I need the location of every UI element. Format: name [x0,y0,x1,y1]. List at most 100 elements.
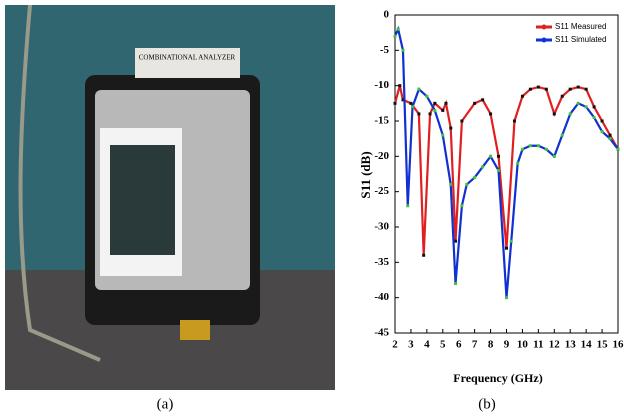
data-point [608,133,612,137]
y-tick-label: -10 [374,79,389,91]
x-tick-label: 3 [408,339,414,351]
data-point [616,147,620,151]
data-point [600,119,604,123]
data-point [433,101,437,105]
data-point [516,161,520,165]
data-point [520,94,524,98]
data-point [411,105,415,109]
y-tick-label: -25 [374,185,389,197]
data-point [505,296,508,300]
data-point [449,183,453,187]
data-point [497,168,501,172]
data-point [433,108,437,112]
photo: COMBINATIONAL ANALYZER (a) [5,4,335,412]
data-point [465,183,469,187]
data-point [401,98,405,102]
antenna [180,320,210,340]
data-point [441,133,445,137]
data-point [401,48,405,52]
series-line [393,85,619,256]
x-tick-label: 9 [504,339,510,351]
data-point [449,126,453,130]
y-tick-label: -15 [374,115,389,127]
y-tick-label: 0 [384,9,390,21]
data-point [608,137,612,141]
data-point [528,87,532,91]
data-point [528,144,532,148]
data-point [481,98,485,102]
x-tick-label: 10 [517,339,529,351]
data-point [576,101,580,105]
data-point [473,176,477,180]
legend-marker [541,37,547,43]
data-point [505,246,508,250]
x-tick-label: 12 [549,339,561,351]
x-tick-label: 11 [533,339,543,351]
data-point [552,112,556,116]
x-tick-label: 6 [456,339,462,351]
data-point [460,119,464,123]
data-point [441,108,445,112]
data-point [552,154,556,158]
y-tick-label: -40 [374,291,389,303]
data-point [568,87,572,91]
legend-label: S11 Measured [555,22,606,31]
data-point [544,87,548,91]
data-point [497,154,501,158]
y-axis-label: S11 (dB) [358,151,373,198]
cable [18,4,101,362]
data-point [398,84,402,88]
data-point [584,105,588,109]
data-point [425,94,429,98]
device-label-text: COMBINATIONAL ANALYZER [139,54,236,62]
data-point [536,85,540,89]
data-point [417,87,421,91]
data-point [454,282,458,286]
y-tick-label: -35 [374,256,389,268]
data-point [560,94,564,98]
data-point [489,154,493,158]
data-point [406,204,410,208]
screen-plot [110,145,175,255]
x-tick-label: 16 [613,339,624,351]
x-tick-label: 5 [440,339,446,351]
legend-marker [541,24,547,30]
y-tick-label: -20 [374,150,389,162]
data-point [592,115,596,119]
y-tick-label: -30 [374,221,389,233]
x-tick-label: 7 [472,339,478,351]
x-tick-label: 8 [488,339,494,351]
data-point [536,144,540,148]
data-point [422,253,426,257]
x-tick-label: 13 [565,339,577,351]
data-point [444,101,448,105]
data-point [509,239,513,243]
x-tick-label: 4 [424,339,430,351]
data-point [393,101,397,105]
legend-label: S11 Simulated [555,35,606,44]
data-point [428,112,432,116]
data-point [560,133,564,137]
data-point [600,130,604,134]
data-point [576,85,580,89]
x-tick-label: 15 [597,339,609,351]
data-point [473,101,477,105]
x-axis-label: Frequency (GHz) [453,371,542,385]
data-point [460,204,464,208]
x-tick-label: 2 [392,339,398,351]
data-point [584,87,588,91]
caption: (a) [157,396,174,412]
data-point [409,101,413,105]
data-point [520,147,524,151]
caption: (b) [478,396,496,412]
data-point [454,239,458,243]
data-point [393,34,397,38]
data-point [544,147,548,151]
data-point [592,105,596,109]
data-point [489,112,493,116]
data-point [512,119,516,123]
data-point [481,165,485,169]
data-point [396,27,400,31]
y-tick-label: -45 [374,327,389,339]
